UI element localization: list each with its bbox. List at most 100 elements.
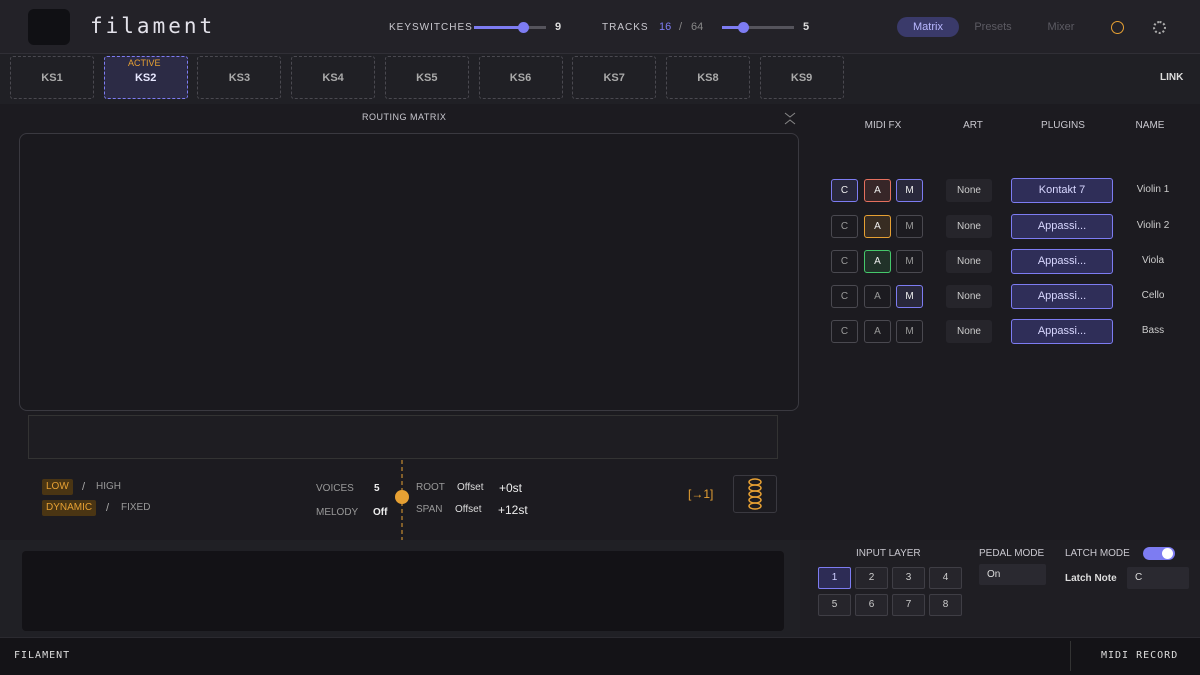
articulation[interactable]: None: [946, 320, 992, 343]
keyswitch-tab[interactable]: KS7: [572, 56, 657, 99]
mode: Offset: [457, 482, 484, 493]
label: Latch Note: [1065, 573, 1117, 584]
logo-text: filament: [90, 14, 216, 38]
toggle-chip[interactable]: LOW: [42, 479, 73, 495]
plugin-button[interactable]: Appassi...: [1011, 249, 1113, 274]
articulation[interactable]: None: [946, 215, 992, 238]
value: +12st: [498, 503, 528, 517]
label: MELODY: [316, 507, 359, 518]
collapse-icon: [784, 112, 796, 125]
plugin-button[interactable]: Appassi...: [1011, 214, 1113, 239]
fx-button[interactable]: M: [896, 179, 923, 202]
section-title: INPUT LAYER: [856, 548, 921, 559]
keyswitch-tab[interactable]: KS4: [291, 56, 376, 99]
track-name: Cello: [1141, 290, 1165, 301]
toggle-chip[interactable]: DYNAMIC: [42, 500, 97, 516]
plugin-button[interactable]: Kontakt 7: [1011, 178, 1113, 203]
track-name: Violin 2: [1136, 220, 1170, 231]
header-bar: [0, 0, 1200, 54]
record-button[interactable]: MIDI RECORD: [1070, 641, 1188, 671]
plugin-button[interactable]: Appassi...: [1011, 284, 1113, 309]
layer-button[interactable]: 8: [929, 594, 962, 616]
dropdown[interactable]: On: [979, 564, 1046, 585]
keyswitch-tab[interactable]: KS3: [197, 56, 282, 99]
layer-button[interactable]: 5: [818, 594, 851, 616]
layer-button[interactable]: 2: [855, 567, 888, 589]
separator: /: [82, 481, 86, 493]
layer-button[interactable]: 4: [929, 567, 962, 589]
keyswitch-tab[interactable]: KS6: [478, 56, 563, 99]
fx-button[interactable]: C: [831, 320, 858, 343]
routing-panel: [19, 133, 799, 411]
keyswitch-tab[interactable]: KS5: [384, 56, 469, 99]
keyswitch-bar: [0, 54, 1200, 104]
fx-button[interactable]: C: [831, 285, 858, 308]
alert-icon[interactable]: [1111, 21, 1124, 34]
mini-piano: [28, 415, 778, 459]
articulation[interactable]: None: [946, 250, 992, 273]
separator: /: [679, 21, 683, 33]
fx-button[interactable]: C: [831, 215, 858, 238]
brand: FILAMENT: [14, 650, 71, 661]
fx-button[interactable]: A: [864, 179, 891, 202]
section-title: ROUTING MATRIX: [362, 112, 447, 122]
fx-button[interactable]: M: [896, 250, 923, 273]
label: KEYSWITCHES: [389, 22, 473, 33]
layer-button[interactable]: 7: [892, 594, 925, 616]
tab[interactable]: Matrix: [897, 17, 959, 37]
tracks-current: 16: [659, 21, 672, 33]
settings-icon[interactable]: [1153, 21, 1166, 34]
slider-thumb[interactable]: [518, 22, 529, 33]
keyswitch-tab[interactable]: KS8: [665, 56, 750, 99]
slider-track[interactable]: [722, 26, 794, 29]
layer-button[interactable]: 6: [855, 594, 888, 616]
label: PEDAL MODE: [979, 548, 1045, 559]
toggle-option[interactable]: FIXED: [121, 502, 151, 513]
route-button[interactable]: [→1]: [688, 487, 714, 501]
column-header: NAME: [1135, 120, 1165, 131]
toggle-knob: [1162, 548, 1173, 559]
value: +0st: [499, 481, 523, 495]
keyswitch-tab[interactable]: KS2: [103, 56, 188, 99]
column-header: PLUGINS: [1041, 120, 1085, 131]
articulation[interactable]: None: [946, 179, 992, 202]
dial: [395, 490, 409, 504]
separator: /: [106, 502, 110, 514]
fx-button[interactable]: A: [864, 215, 891, 238]
tab[interactable]: Presets: [974, 21, 1012, 33]
link-button[interactable]: LINK: [1160, 72, 1184, 83]
label: SPAN: [416, 504, 443, 515]
fx-button[interactable]: M: [896, 215, 923, 238]
mode: Offset: [455, 504, 482, 515]
fx-button[interactable]: M: [896, 320, 923, 343]
fx-button[interactable]: C: [831, 179, 858, 202]
label: LATCH MODE: [1065, 548, 1130, 559]
articulation[interactable]: None: [946, 285, 992, 308]
track-name: Bass: [1141, 325, 1165, 336]
slider-fill: [722, 26, 744, 29]
layer-button[interactable]: 3: [892, 567, 925, 589]
logo-icon: [28, 9, 70, 45]
label: ROOT: [416, 482, 445, 493]
toggle-option[interactable]: HIGH: [96, 481, 121, 492]
chain-icon[interactable]: [733, 475, 777, 513]
tab[interactable]: Mixer: [1047, 21, 1075, 33]
fx-button[interactable]: C: [831, 250, 858, 273]
footer-bar: [0, 637, 1200, 675]
fx-button[interactable]: A: [864, 320, 891, 343]
plugin-button[interactable]: Appassi...: [1011, 319, 1113, 344]
layer-button[interactable]: 1: [818, 567, 851, 589]
keyswitch-tab[interactable]: KS1: [10, 56, 94, 99]
dropdown[interactable]: C: [1127, 567, 1189, 589]
chain-link: [748, 502, 762, 510]
track-name: Viola: [1141, 255, 1165, 266]
fx-button[interactable]: A: [864, 285, 891, 308]
slider-value: 5: [803, 21, 810, 33]
fx-button[interactable]: A: [864, 250, 891, 273]
slider-thumb[interactable]: [738, 22, 749, 33]
keyboard-frame: [22, 551, 784, 631]
fx-button[interactable]: M: [896, 285, 923, 308]
keyswitch-tab[interactable]: KS9: [759, 56, 844, 99]
label: TRACKS: [602, 22, 649, 33]
column-header: MIDI FX: [864, 120, 902, 131]
